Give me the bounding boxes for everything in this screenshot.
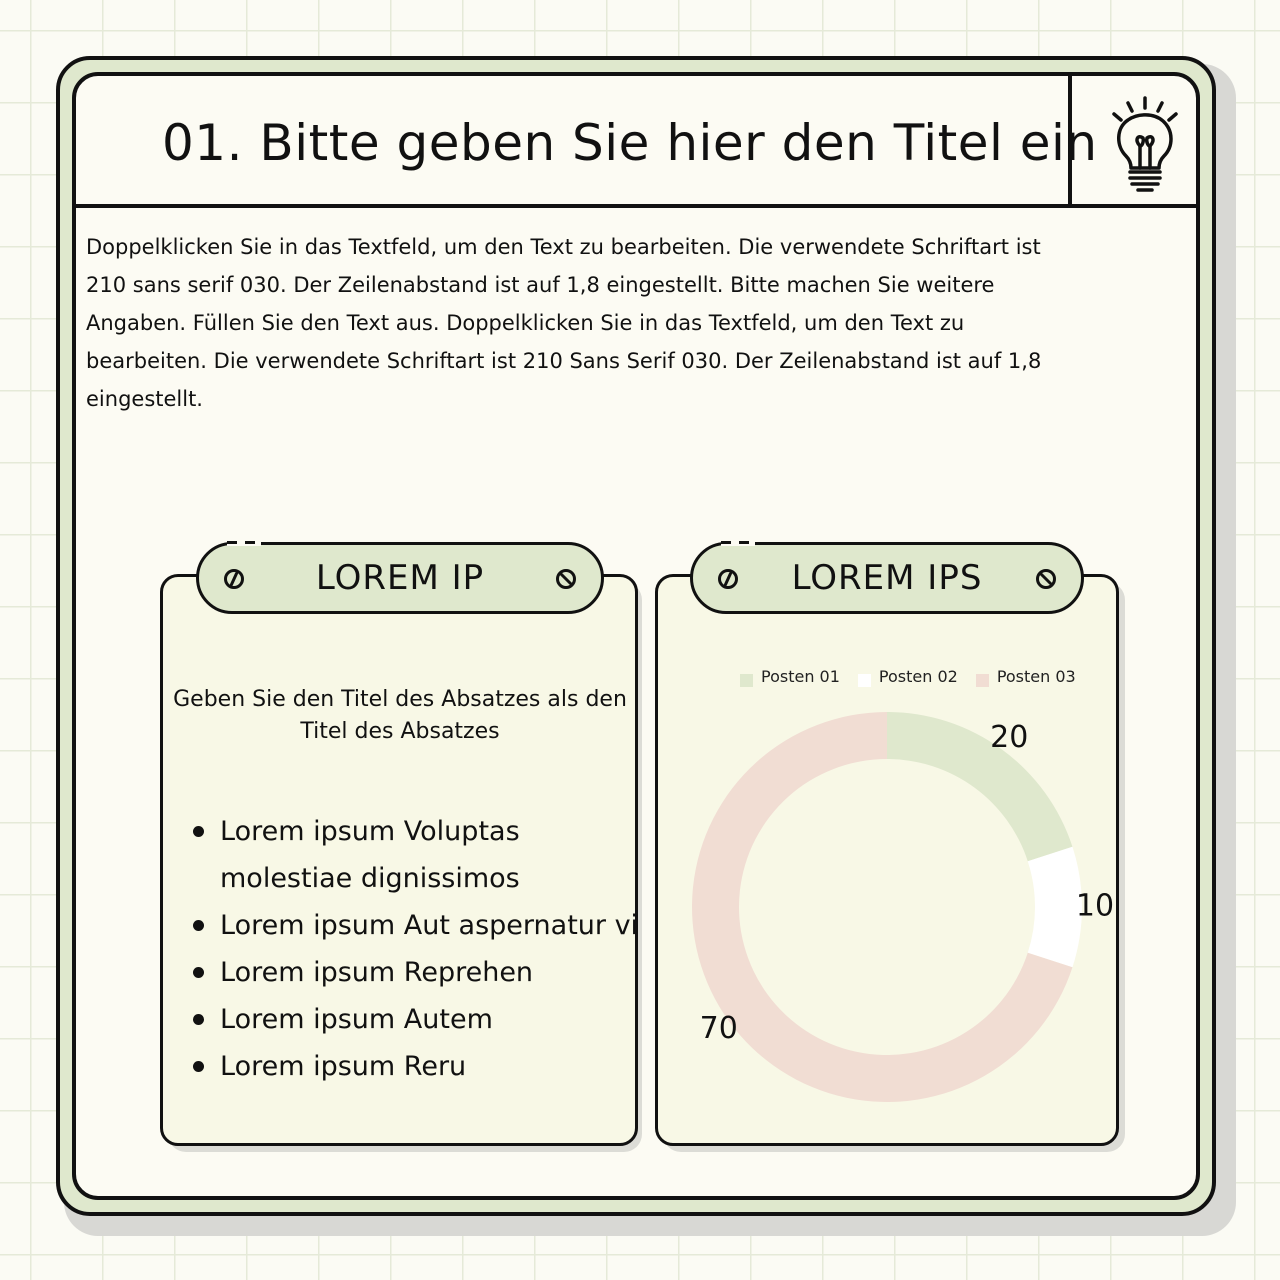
legend-item: Posten 02 [857, 666, 958, 687]
donut-slice-2 [1027, 846, 1083, 968]
donut-value-label: 70 [700, 1011, 738, 1046]
donut-value-label: 10 [1076, 889, 1114, 924]
screw-icon [224, 569, 244, 589]
card-right-header-pill: LOREM IPS [690, 540, 1084, 614]
header-bar: 01. Bitte geben Sie hier den Titel ein [76, 76, 1196, 208]
list-item: Lorem ipsum Autem [188, 996, 628, 1043]
pill-dash-decoration [227, 540, 261, 546]
legend-label: Posten 01 [761, 667, 840, 686]
page-title: 01. Bitte geben Sie hier den Titel ein [162, 114, 1098, 172]
legend-label: Posten 03 [996, 667, 1076, 686]
card-right-label: LOREM IPS [791, 558, 983, 598]
lightbulb-icon [1112, 96, 1178, 192]
chart-legend: Posten 01 Posten 02 Posten 03 [740, 666, 1076, 687]
legend-item: Posten 03 [975, 666, 1076, 687]
donut-slice-1 [887, 712, 1073, 862]
screw-icon [718, 569, 738, 589]
paragraph-title: Geben Sie den Titel des Absatzes als den… [173, 687, 627, 744]
header-divider [1068, 76, 1072, 208]
legend-swatch [857, 674, 871, 687]
list-item: Lorem ipsum Voluptas molestiae dignissim… [188, 808, 628, 902]
intro-paragraph: Doppelklicken Sie in das Textfeld, um de… [86, 235, 1042, 411]
donut-value-label: 20 [990, 720, 1028, 755]
legend-swatch [975, 674, 989, 687]
list-item: Lorem ipsum Reprehen [188, 949, 628, 996]
screw-icon [1036, 569, 1056, 589]
legend-label: Posten 02 [878, 667, 958, 686]
card-left-label: LOREM IP [315, 558, 485, 598]
bullet-list: Lorem ipsum Voluptas molestiae dignissim… [188, 808, 638, 1090]
pill-dash-decoration [721, 540, 755, 546]
screw-icon [556, 569, 576, 589]
list-item: Lorem ipsum Reru [188, 1043, 628, 1090]
legend-item: Posten 01 [740, 666, 840, 687]
card-left-header-pill: LOREM IP [196, 540, 604, 614]
list-item: Lorem ipsum Aut aspernatur vi [188, 902, 638, 949]
legend-swatch [740, 674, 753, 687]
